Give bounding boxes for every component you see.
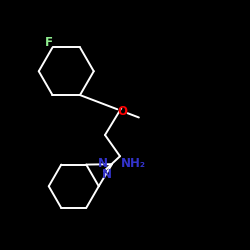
Text: NH₂: NH₂ [121, 157, 146, 170]
Text: F: F [45, 36, 53, 50]
Text: N: N [98, 157, 108, 170]
Text: O: O [118, 105, 128, 118]
Text: N: N [102, 168, 112, 181]
